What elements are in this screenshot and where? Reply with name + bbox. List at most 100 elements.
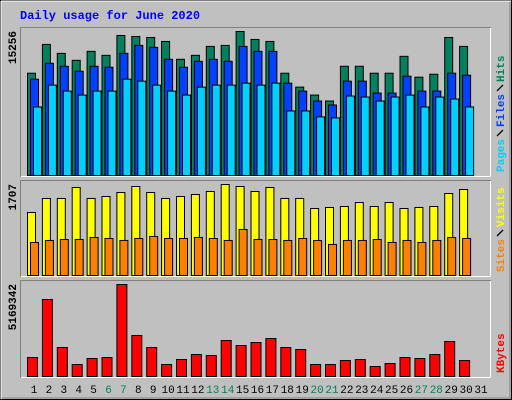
bar — [420, 106, 430, 176]
x-tick-label: 13 — [206, 385, 219, 397]
x-tick-label: 5 — [90, 385, 97, 397]
bar — [33, 106, 42, 176]
bar — [250, 341, 262, 377]
bar — [27, 356, 38, 377]
bar — [316, 116, 326, 176]
bar — [387, 242, 397, 277]
x-tick-label: 4 — [75, 385, 82, 397]
bar — [459, 359, 471, 377]
bar — [226, 84, 236, 176]
x-tick-label: 16 — [251, 385, 264, 397]
x-tick-label: 3 — [60, 385, 67, 397]
bar — [339, 359, 351, 377]
bar — [253, 239, 263, 277]
bar — [131, 334, 143, 377]
bar — [182, 94, 191, 176]
legend-separator — [496, 129, 504, 137]
x-tick-label: 9 — [150, 385, 157, 397]
legend-separator — [496, 84, 504, 92]
bar — [360, 96, 370, 176]
legend-label: Sites — [496, 239, 508, 272]
bar — [71, 363, 83, 378]
bar — [161, 363, 173, 378]
x-tick-label: 26 — [400, 385, 413, 397]
legend-label: Visits — [496, 187, 508, 227]
bar — [41, 298, 53, 378]
bar — [402, 239, 412, 277]
bar — [450, 98, 460, 176]
bar — [372, 239, 382, 277]
bar — [465, 106, 475, 176]
bar — [256, 84, 266, 176]
bar — [146, 346, 158, 378]
bar — [122, 78, 132, 176]
bar — [77, 94, 87, 176]
x-tick-label: 31 — [474, 385, 488, 397]
bar — [447, 236, 457, 276]
bar — [369, 365, 381, 377]
bar — [325, 363, 336, 378]
bar — [286, 110, 296, 176]
bar — [283, 239, 293, 277]
bar — [313, 239, 323, 277]
bar — [280, 346, 292, 378]
bar — [193, 236, 203, 276]
bar — [59, 239, 69, 277]
x-tick-label: 18 — [281, 385, 294, 397]
bar — [205, 354, 217, 378]
x-tick-label: 7 — [120, 385, 127, 397]
x-tick-label: 8 — [135, 385, 142, 397]
bar — [56, 346, 68, 378]
bar — [265, 337, 277, 378]
x-tick-label: 27 — [415, 385, 428, 397]
bar — [295, 348, 307, 377]
bar — [152, 84, 162, 176]
x-tick-label: 2 — [46, 385, 53, 397]
x-tick-label: 28 — [430, 385, 443, 397]
bar — [179, 238, 188, 276]
bar — [462, 238, 472, 276]
x-tick-label: 1 — [31, 385, 38, 397]
bar — [345, 95, 355, 176]
bar — [432, 239, 442, 277]
bar — [220, 339, 232, 378]
bar — [101, 356, 113, 377]
bar — [384, 362, 396, 377]
bar — [223, 239, 233, 277]
bar — [328, 243, 337, 276]
bar — [89, 236, 99, 276]
x-tick-label: 17 — [266, 385, 279, 397]
y-tick-label: 15256 — [8, 31, 20, 64]
bar — [44, 239, 54, 277]
bar — [414, 357, 426, 378]
x-tick-label: 12 — [191, 385, 204, 397]
bar — [268, 239, 278, 277]
bar — [429, 353, 441, 378]
bar — [107, 90, 117, 176]
bar — [298, 238, 308, 276]
bar — [134, 238, 144, 276]
bar — [405, 94, 415, 176]
bar — [137, 80, 147, 176]
y-tick-label: 5169342 — [8, 284, 20, 330]
legend-label: Hits — [496, 56, 508, 82]
bar — [354, 358, 366, 377]
bar — [417, 242, 427, 277]
legend-label: Pages — [496, 139, 508, 172]
bar — [119, 239, 129, 277]
bar — [74, 239, 84, 277]
bar — [30, 242, 39, 277]
x-tick-label: 24 — [370, 385, 384, 397]
bar — [238, 228, 248, 277]
bar — [271, 82, 281, 176]
bar — [435, 96, 445, 176]
bar — [190, 353, 202, 378]
bar — [235, 344, 247, 378]
x-tick-label: 30 — [459, 385, 472, 397]
bar — [92, 90, 102, 176]
bar — [375, 100, 385, 176]
bar — [116, 284, 128, 377]
bar — [167, 90, 177, 176]
bar — [164, 238, 174, 276]
x-tick-label: 19 — [296, 385, 309, 397]
